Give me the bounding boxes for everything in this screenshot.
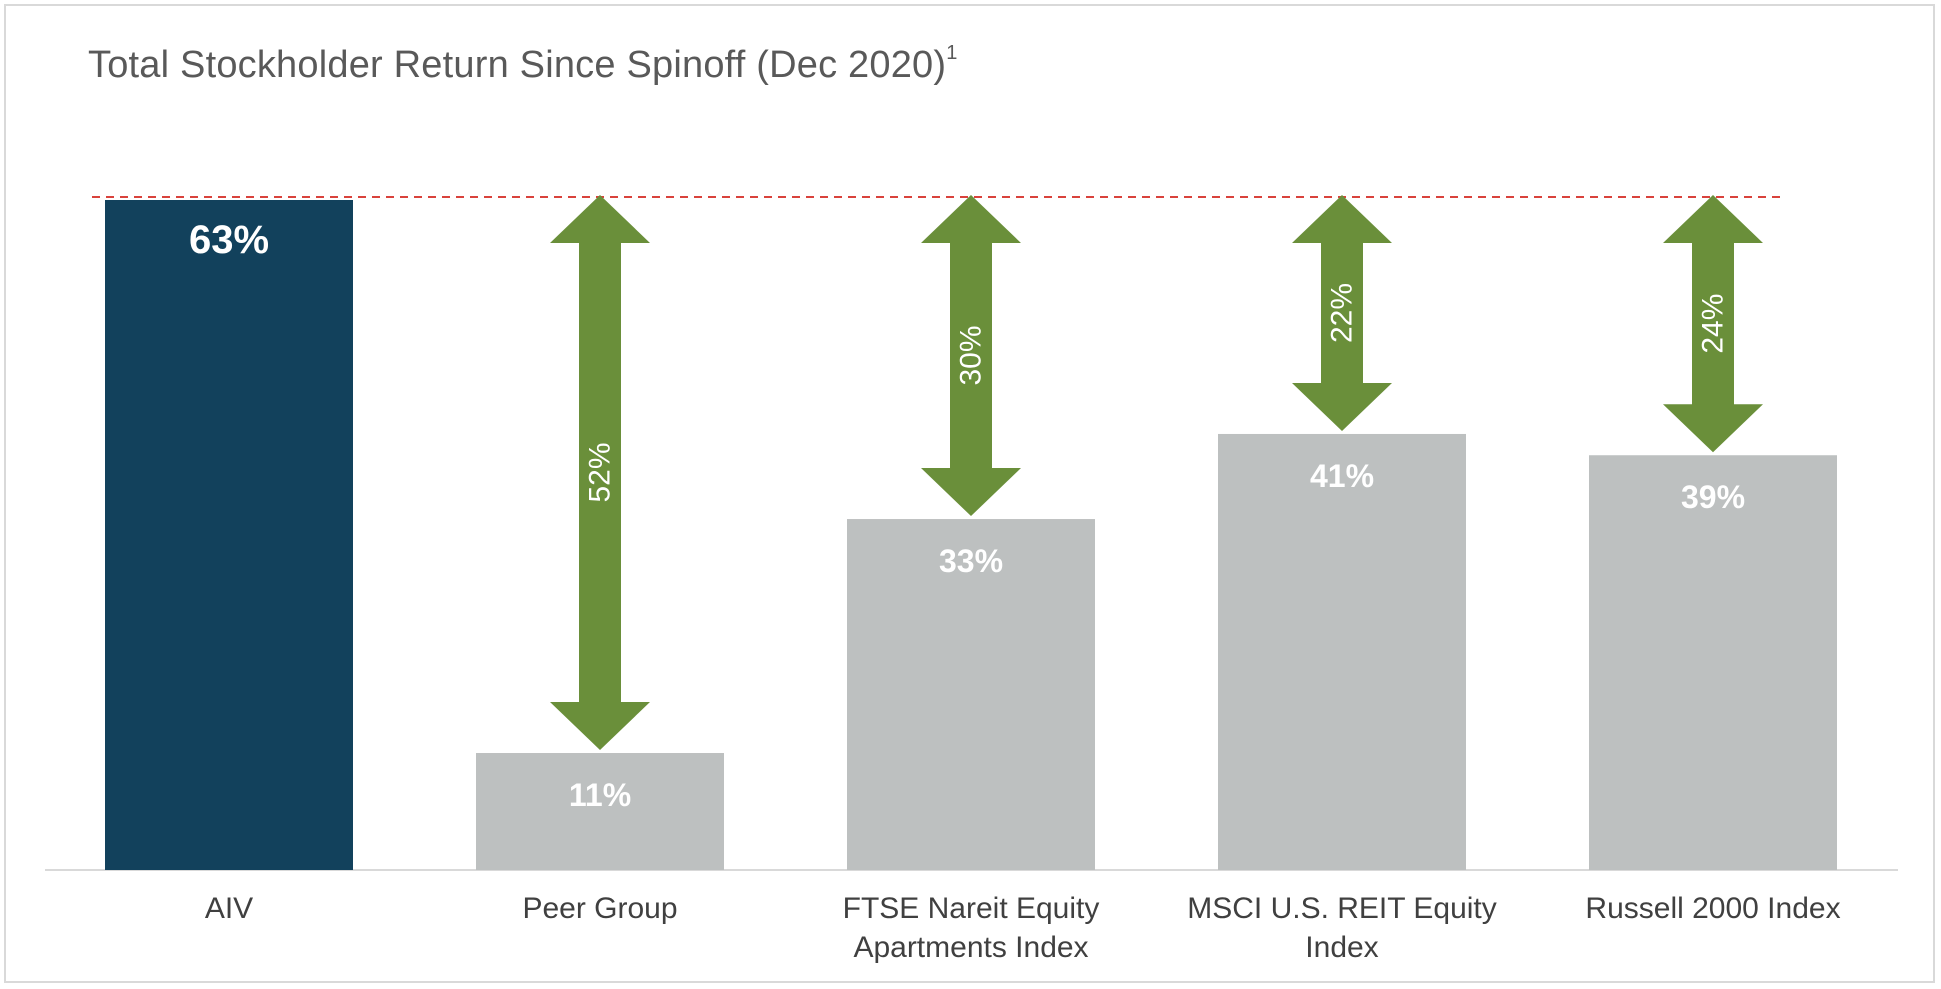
- gap-arrow-3: [1292, 195, 1392, 431]
- bar-1: [476, 753, 724, 870]
- gap-arrow-2: [921, 195, 1021, 517]
- chart-title: Total Stockholder Return Since Spinoff (…: [88, 42, 958, 87]
- category-label-1-0: Peer Group: [522, 892, 677, 925]
- category-label-3-0: MSCI U.S. REIT Equity: [1187, 892, 1497, 925]
- bar-value-label-4: 39%: [1681, 479, 1745, 515]
- chart-title-footnote: 1: [946, 42, 958, 65]
- bar-3: [1218, 433, 1466, 870]
- gap-arrow-1: [550, 195, 650, 751]
- bar-value-label-0: 63%: [189, 218, 269, 262]
- gap-arrow-4: [1663, 195, 1763, 453]
- bar-value-label-1: 11%: [569, 777, 631, 813]
- bar-2: [847, 519, 1095, 870]
- bar-value-label-3: 41%: [1310, 458, 1374, 494]
- gap-label-1: 52%: [584, 442, 617, 502]
- bar-value-label-2: 33%: [939, 543, 1003, 579]
- category-label-2-1: Apartments Index: [853, 931, 1088, 964]
- category-label-0-0: AIV: [205, 892, 253, 925]
- gap-label-3: 22%: [1326, 283, 1359, 343]
- bar-0: [105, 200, 353, 870]
- category-label-2-0: FTSE Nareit Equity: [843, 892, 1100, 925]
- bar-4: [1589, 455, 1837, 870]
- gap-label-2: 30%: [955, 326, 988, 386]
- gap-label-4: 24%: [1697, 294, 1730, 354]
- category-label-3-1: Index: [1305, 931, 1378, 964]
- chart-title-text: Total Stockholder Return Since Spinoff (…: [88, 44, 947, 86]
- category-label-4-0: Russell 2000 Index: [1585, 892, 1840, 925]
